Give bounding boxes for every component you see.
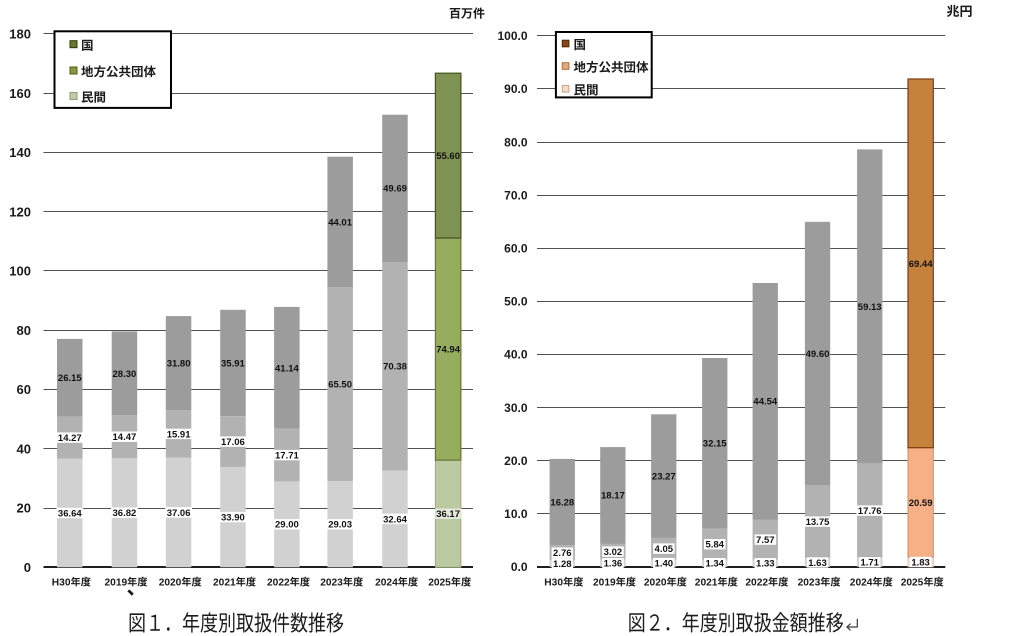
- svg-text:H30: H30: [52, 578, 71, 589]
- svg-text:14.47: 14.47: [113, 432, 137, 443]
- svg-text:50.0: 50.0: [504, 295, 528, 309]
- svg-text:2024: 2024: [850, 578, 873, 589]
- svg-text:70.38: 70.38: [383, 362, 407, 373]
- svg-text:3.02: 3.02: [604, 547, 623, 558]
- svg-text:2021: 2021: [213, 578, 236, 589]
- svg-text:49.69: 49.69: [383, 184, 407, 195]
- svg-text:17.76: 17.76: [858, 506, 882, 517]
- svg-text:44.54: 44.54: [753, 397, 777, 408]
- svg-text:2022: 2022: [745, 578, 768, 589]
- svg-text:2023: 2023: [320, 578, 343, 589]
- svg-text:74.94: 74.94: [436, 345, 460, 356]
- svg-text:2025: 2025: [901, 578, 924, 589]
- svg-text:2023: 2023: [798, 578, 821, 589]
- svg-text:69.44: 69.44: [909, 259, 933, 270]
- svg-text:33.90: 33.90: [221, 513, 245, 524]
- svg-text:20: 20: [17, 501, 31, 516]
- svg-text:13.75: 13.75: [806, 517, 830, 528]
- svg-text:30.0: 30.0: [504, 401, 528, 415]
- svg-text:15.91: 15.91: [167, 429, 191, 440]
- svg-text:2.76: 2.76: [553, 548, 572, 559]
- svg-text:80.0: 80.0: [504, 135, 528, 149]
- svg-text:40: 40: [17, 441, 31, 456]
- svg-text:59.13: 59.13: [858, 302, 882, 313]
- svg-text:28.30: 28.30: [113, 369, 137, 380]
- svg-text:160: 160: [9, 86, 31, 101]
- svg-text:44.01: 44.01: [328, 217, 352, 228]
- svg-text:10.0: 10.0: [504, 507, 528, 521]
- svg-text:60.0: 60.0: [504, 242, 528, 256]
- svg-text:1.28: 1.28: [553, 559, 572, 570]
- svg-text:17.06: 17.06: [221, 437, 245, 448]
- svg-text:140: 140: [9, 145, 31, 160]
- svg-text:35.91: 35.91: [221, 359, 245, 370]
- svg-text:1.83: 1.83: [911, 557, 930, 568]
- svg-text:1.33: 1.33: [756, 559, 775, 570]
- svg-text:1.71: 1.71: [860, 558, 879, 569]
- svg-text:36.17: 36.17: [436, 509, 460, 520]
- svg-text:0.0: 0.0: [511, 560, 528, 574]
- svg-text:2019: 2019: [105, 578, 128, 589]
- svg-text:17.71: 17.71: [275, 451, 299, 462]
- svg-text:23.27: 23.27: [652, 472, 676, 483]
- svg-text:14.27: 14.27: [58, 433, 82, 444]
- svg-text:40.0: 40.0: [504, 348, 528, 362]
- svg-text:2024: 2024: [375, 578, 398, 589]
- svg-text:2022: 2022: [267, 578, 290, 589]
- svg-text:2020: 2020: [644, 578, 667, 589]
- svg-text:20.0: 20.0: [504, 454, 528, 468]
- svg-text:2025: 2025: [428, 578, 451, 589]
- svg-text:90.0: 90.0: [504, 82, 528, 96]
- svg-text:120: 120: [9, 204, 31, 219]
- svg-text:36.64: 36.64: [58, 508, 82, 519]
- svg-text:41.14: 41.14: [275, 363, 299, 374]
- svg-text:1.40: 1.40: [655, 559, 674, 570]
- svg-text:1.34: 1.34: [705, 559, 724, 570]
- svg-text:20.59: 20.59: [909, 498, 933, 509]
- svg-text:26.15: 26.15: [58, 373, 82, 384]
- svg-text:100.0: 100.0: [497, 29, 527, 43]
- svg-text:16.28: 16.28: [550, 498, 574, 509]
- svg-text:37.06: 37.06: [167, 508, 191, 519]
- svg-text:H30: H30: [544, 578, 563, 589]
- svg-text:2021: 2021: [695, 578, 718, 589]
- svg-text:2020: 2020: [159, 578, 182, 589]
- svg-text:32.15: 32.15: [703, 439, 727, 450]
- svg-text:2019: 2019: [593, 578, 616, 589]
- svg-text:32.64: 32.64: [383, 514, 407, 525]
- svg-text:49.60: 49.60: [806, 349, 830, 360]
- svg-text:70.0: 70.0: [504, 188, 528, 202]
- svg-text:36.82: 36.82: [113, 508, 137, 519]
- svg-text:1.63: 1.63: [808, 558, 827, 569]
- svg-text:29.03: 29.03: [328, 520, 352, 531]
- svg-text:18.17: 18.17: [601, 491, 625, 502]
- svg-text:29.00: 29.00: [275, 520, 299, 531]
- svg-text:100: 100: [9, 264, 31, 279]
- svg-text:31.80: 31.80: [167, 359, 191, 370]
- svg-text:0: 0: [24, 560, 31, 575]
- svg-text:1.36: 1.36: [604, 559, 623, 570]
- svg-text:4.05: 4.05: [655, 544, 674, 555]
- svg-text:65.50: 65.50: [328, 380, 352, 391]
- svg-text:80: 80: [17, 323, 31, 338]
- svg-text:60: 60: [17, 382, 31, 397]
- svg-text:5.84: 5.84: [705, 540, 724, 551]
- svg-text:7.57: 7.57: [756, 535, 775, 546]
- svg-text:180: 180: [9, 27, 31, 42]
- svg-text:55.60: 55.60: [436, 151, 460, 162]
